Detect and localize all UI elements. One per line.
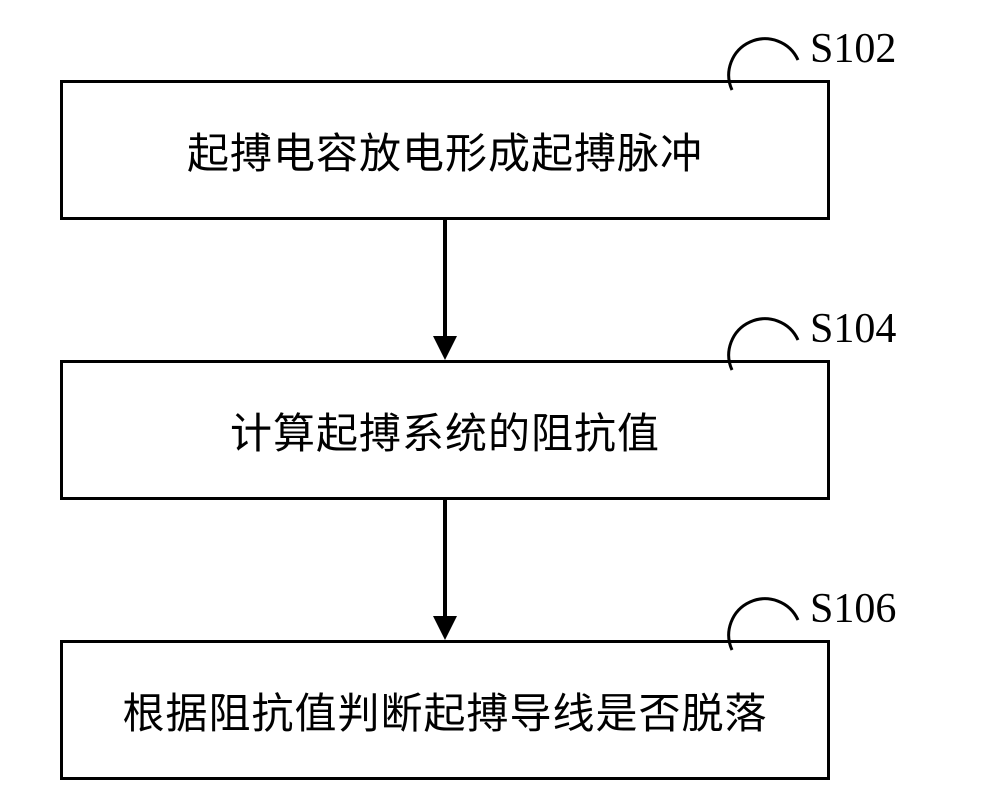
arrow-s104-s106-head: [433, 616, 457, 640]
label-s102: S102: [810, 25, 896, 73]
callout-s104: [720, 300, 810, 390]
step-s104-box: 计算起搏系统的阻抗值: [60, 360, 830, 500]
label-s104: S104: [810, 305, 896, 353]
flowchart-canvas: 起搏电容放电形成起搏脉冲 S102 计算起搏系统的阻抗值 S104 根据阻抗值判…: [0, 0, 1000, 801]
step-s106-text: 根据阻抗值判断起搏导线是否脱落: [122, 680, 767, 741]
step-s102-box: 起搏电容放电形成起搏脉冲: [60, 80, 830, 220]
step-s106-box: 根据阻抗值判断起搏导线是否脱落: [60, 640, 830, 780]
callout-s102: [720, 20, 810, 110]
arrow-s102-s104-head: [433, 336, 457, 360]
step-s104-text: 计算起搏系统的阻抗值: [230, 400, 660, 461]
step-s102-text: 起搏电容放电形成起搏脉冲: [187, 120, 703, 181]
callout-s106: [720, 580, 810, 670]
label-s106: S106: [810, 585, 896, 633]
arrow-s102-s104-line: [443, 220, 447, 338]
arrow-s104-s106-line: [443, 500, 447, 618]
